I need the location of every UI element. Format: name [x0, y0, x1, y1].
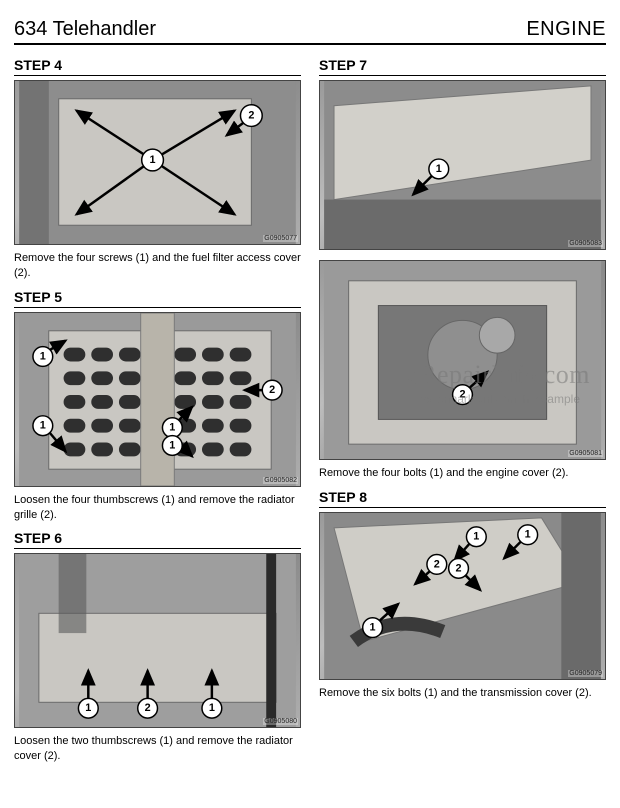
step8-title: STEP 8	[319, 489, 606, 508]
step7-figure-b: 2 G0905081	[319, 260, 606, 460]
step5-caption: Loosen the four thumbscrews (1) and remo…	[14, 493, 301, 523]
step7-figure-a: 1 G0905083	[319, 80, 606, 250]
svg-text:1: 1	[85, 703, 91, 715]
step7-image-id-a: G0905083	[568, 240, 603, 247]
svg-text:2: 2	[269, 384, 275, 396]
header-right: ENGINE	[526, 18, 606, 41]
svg-text:1: 1	[436, 163, 442, 175]
step4-callout-2: 2	[248, 110, 254, 122]
left-column: STEP 4 1	[14, 49, 301, 764]
svg-text:2: 2	[459, 389, 465, 401]
svg-text:1: 1	[473, 531, 479, 543]
svg-text:1: 1	[40, 419, 46, 431]
step7-title: STEP 7	[319, 57, 606, 76]
step6-figure: 1 2 1 G0905080	[14, 553, 301, 728]
step8-image-id: G0905079	[568, 670, 603, 677]
svg-text:1: 1	[209, 703, 215, 715]
step5-title: STEP 5	[14, 289, 301, 308]
svg-text:1: 1	[525, 529, 531, 541]
step4-callout-1: 1	[150, 154, 156, 166]
header-left: 634 Telehandler	[14, 18, 156, 41]
step7-image-id-b: G0905081	[568, 450, 603, 457]
step6-caption: Loosen the two thumbscrews (1) and remov…	[14, 734, 301, 764]
step8-caption: Remove the six bolts (1) and the transmi…	[319, 686, 606, 701]
page-header: 634 Telehandler ENGINE	[14, 18, 606, 45]
step8-figure: 1 1 1 2 2 G0905079	[319, 512, 606, 680]
step4-figure: 1 2 G0905077	[14, 80, 301, 245]
svg-text:1: 1	[370, 621, 376, 633]
step5-image-id: G0905082	[263, 477, 298, 484]
step4-title: STEP 4	[14, 57, 301, 76]
svg-text:2: 2	[456, 562, 462, 574]
step6-title: STEP 6	[14, 530, 301, 549]
step4-caption: Remove the four screws (1) and the fuel …	[14, 251, 301, 281]
step4-image-id: G0905077	[263, 235, 298, 242]
step7-caption: Remove the four bolts (1) and the engine…	[319, 466, 606, 481]
step5-figure: 1 1 1 1 2 G0905082	[14, 312, 301, 487]
svg-text:1: 1	[40, 350, 46, 362]
right-column: STEP 7 1 G0905083	[319, 49, 606, 764]
svg-text:2: 2	[145, 703, 151, 715]
svg-text:2: 2	[434, 558, 440, 570]
svg-text:1: 1	[169, 439, 175, 451]
svg-text:1: 1	[169, 421, 175, 433]
step6-image-id: G0905080	[263, 718, 298, 725]
two-column-layout: STEP 4 1	[14, 49, 606, 764]
